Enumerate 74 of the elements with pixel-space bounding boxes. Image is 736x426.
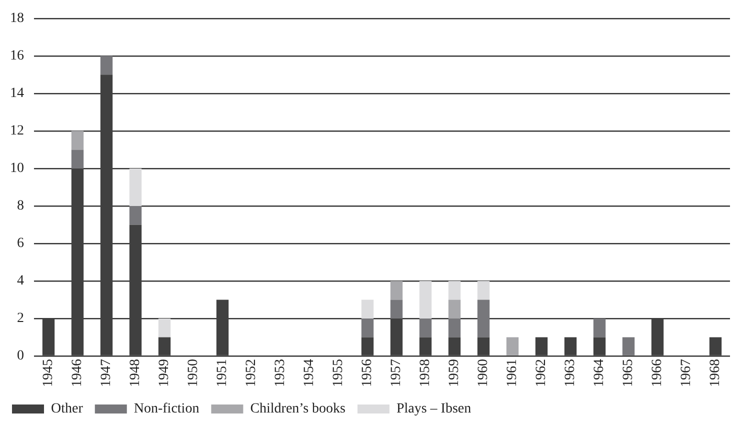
x-tick-label: 1959 (447, 359, 462, 387)
bar (390, 318, 403, 356)
bar (361, 337, 374, 356)
bar (100, 56, 113, 75)
x-tick-label: 1962 (534, 359, 550, 387)
x-tick-label: 1958 (418, 359, 434, 387)
bar (477, 280, 490, 300)
bar (448, 300, 461, 318)
x-tick-label: 1961 (505, 359, 520, 387)
bar (71, 150, 84, 168)
y-tick-label: 10 (10, 161, 24, 176)
y-tick-label: 6 (17, 236, 24, 252)
x-tick-label: 1952 (244, 359, 260, 387)
bar (419, 280, 432, 318)
legend-label: Plays – Ibsen (396, 402, 472, 417)
bar (448, 318, 461, 338)
bar (535, 337, 548, 356)
x-tick-label: 1945 (41, 359, 56, 387)
x-tick-label: 1954 (302, 359, 318, 387)
x-tick-label: 1966 (650, 359, 666, 387)
bar (419, 318, 432, 338)
bar (506, 337, 519, 356)
legend-label: Children’s books (250, 402, 346, 417)
bar (42, 318, 55, 356)
bar (709, 337, 722, 356)
bar (477, 300, 490, 338)
bar (622, 337, 635, 356)
bar (448, 280, 461, 300)
x-tick-label: 1968 (708, 359, 724, 387)
x-tick-label: 1949 (157, 359, 172, 387)
y-tick-label: 8 (17, 198, 24, 214)
x-tick-label: 1960 (476, 359, 492, 387)
legend-label: Non-fiction (134, 402, 200, 417)
bar (593, 318, 606, 338)
bar (216, 300, 229, 356)
y-tick-label: 18 (10, 11, 24, 26)
x-tick-label: 1947 (99, 359, 114, 387)
y-tick-label: 16 (10, 48, 24, 64)
bar (158, 337, 171, 356)
y-tick-label: 14 (10, 86, 24, 102)
bar (158, 318, 171, 338)
bar (129, 168, 142, 206)
x-tick-label: 1951 (215, 359, 230, 387)
x-tick-label: 1957 (389, 359, 404, 387)
x-tick-label: 1956 (360, 359, 376, 387)
bar (71, 130, 84, 150)
bar (390, 280, 403, 300)
x-tick-label: 1946 (70, 359, 86, 387)
bar (651, 318, 664, 356)
bar (593, 337, 606, 356)
bar (564, 337, 577, 356)
x-tick-label: 1964 (592, 359, 608, 387)
bar (361, 318, 374, 338)
y-tick-label: 4 (17, 274, 24, 289)
bar (129, 224, 142, 356)
y-tick-label: 12 (10, 124, 24, 139)
x-tick-label: 1965 (621, 359, 636, 387)
bar (448, 337, 461, 356)
bar (361, 300, 374, 318)
x-tick-label: 1963 (563, 359, 578, 387)
x-tick-label: 1955 (331, 359, 346, 387)
legend-label: Other (51, 402, 84, 417)
x-tick-label: 1950 (186, 359, 202, 387)
x-tick-label: 1967 (679, 359, 694, 387)
bar (390, 300, 403, 318)
bar (71, 168, 84, 356)
bar (477, 337, 490, 356)
bar (100, 74, 113, 356)
y-tick-label: 0 (17, 348, 24, 364)
bar (129, 206, 142, 225)
x-tick-label: 1948 (128, 359, 144, 387)
y-tick-label: 2 (17, 311, 24, 326)
bar (419, 337, 432, 356)
x-tick-label: 1953 (273, 359, 288, 387)
